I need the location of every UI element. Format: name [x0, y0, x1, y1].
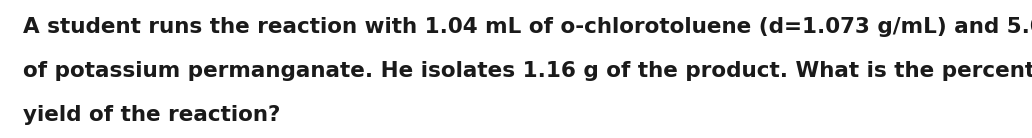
Text: yield of the reaction?: yield of the reaction?: [23, 105, 280, 125]
Text: A student runs the reaction with 1.04 mL of o-chlorotoluene (d=1.073 g/mL) and 5: A student runs the reaction with 1.04 mL…: [23, 17, 1032, 37]
Text: of potassium permanganate. He isolates 1.16 g of the product. What is the percen: of potassium permanganate. He isolates 1…: [23, 61, 1032, 81]
